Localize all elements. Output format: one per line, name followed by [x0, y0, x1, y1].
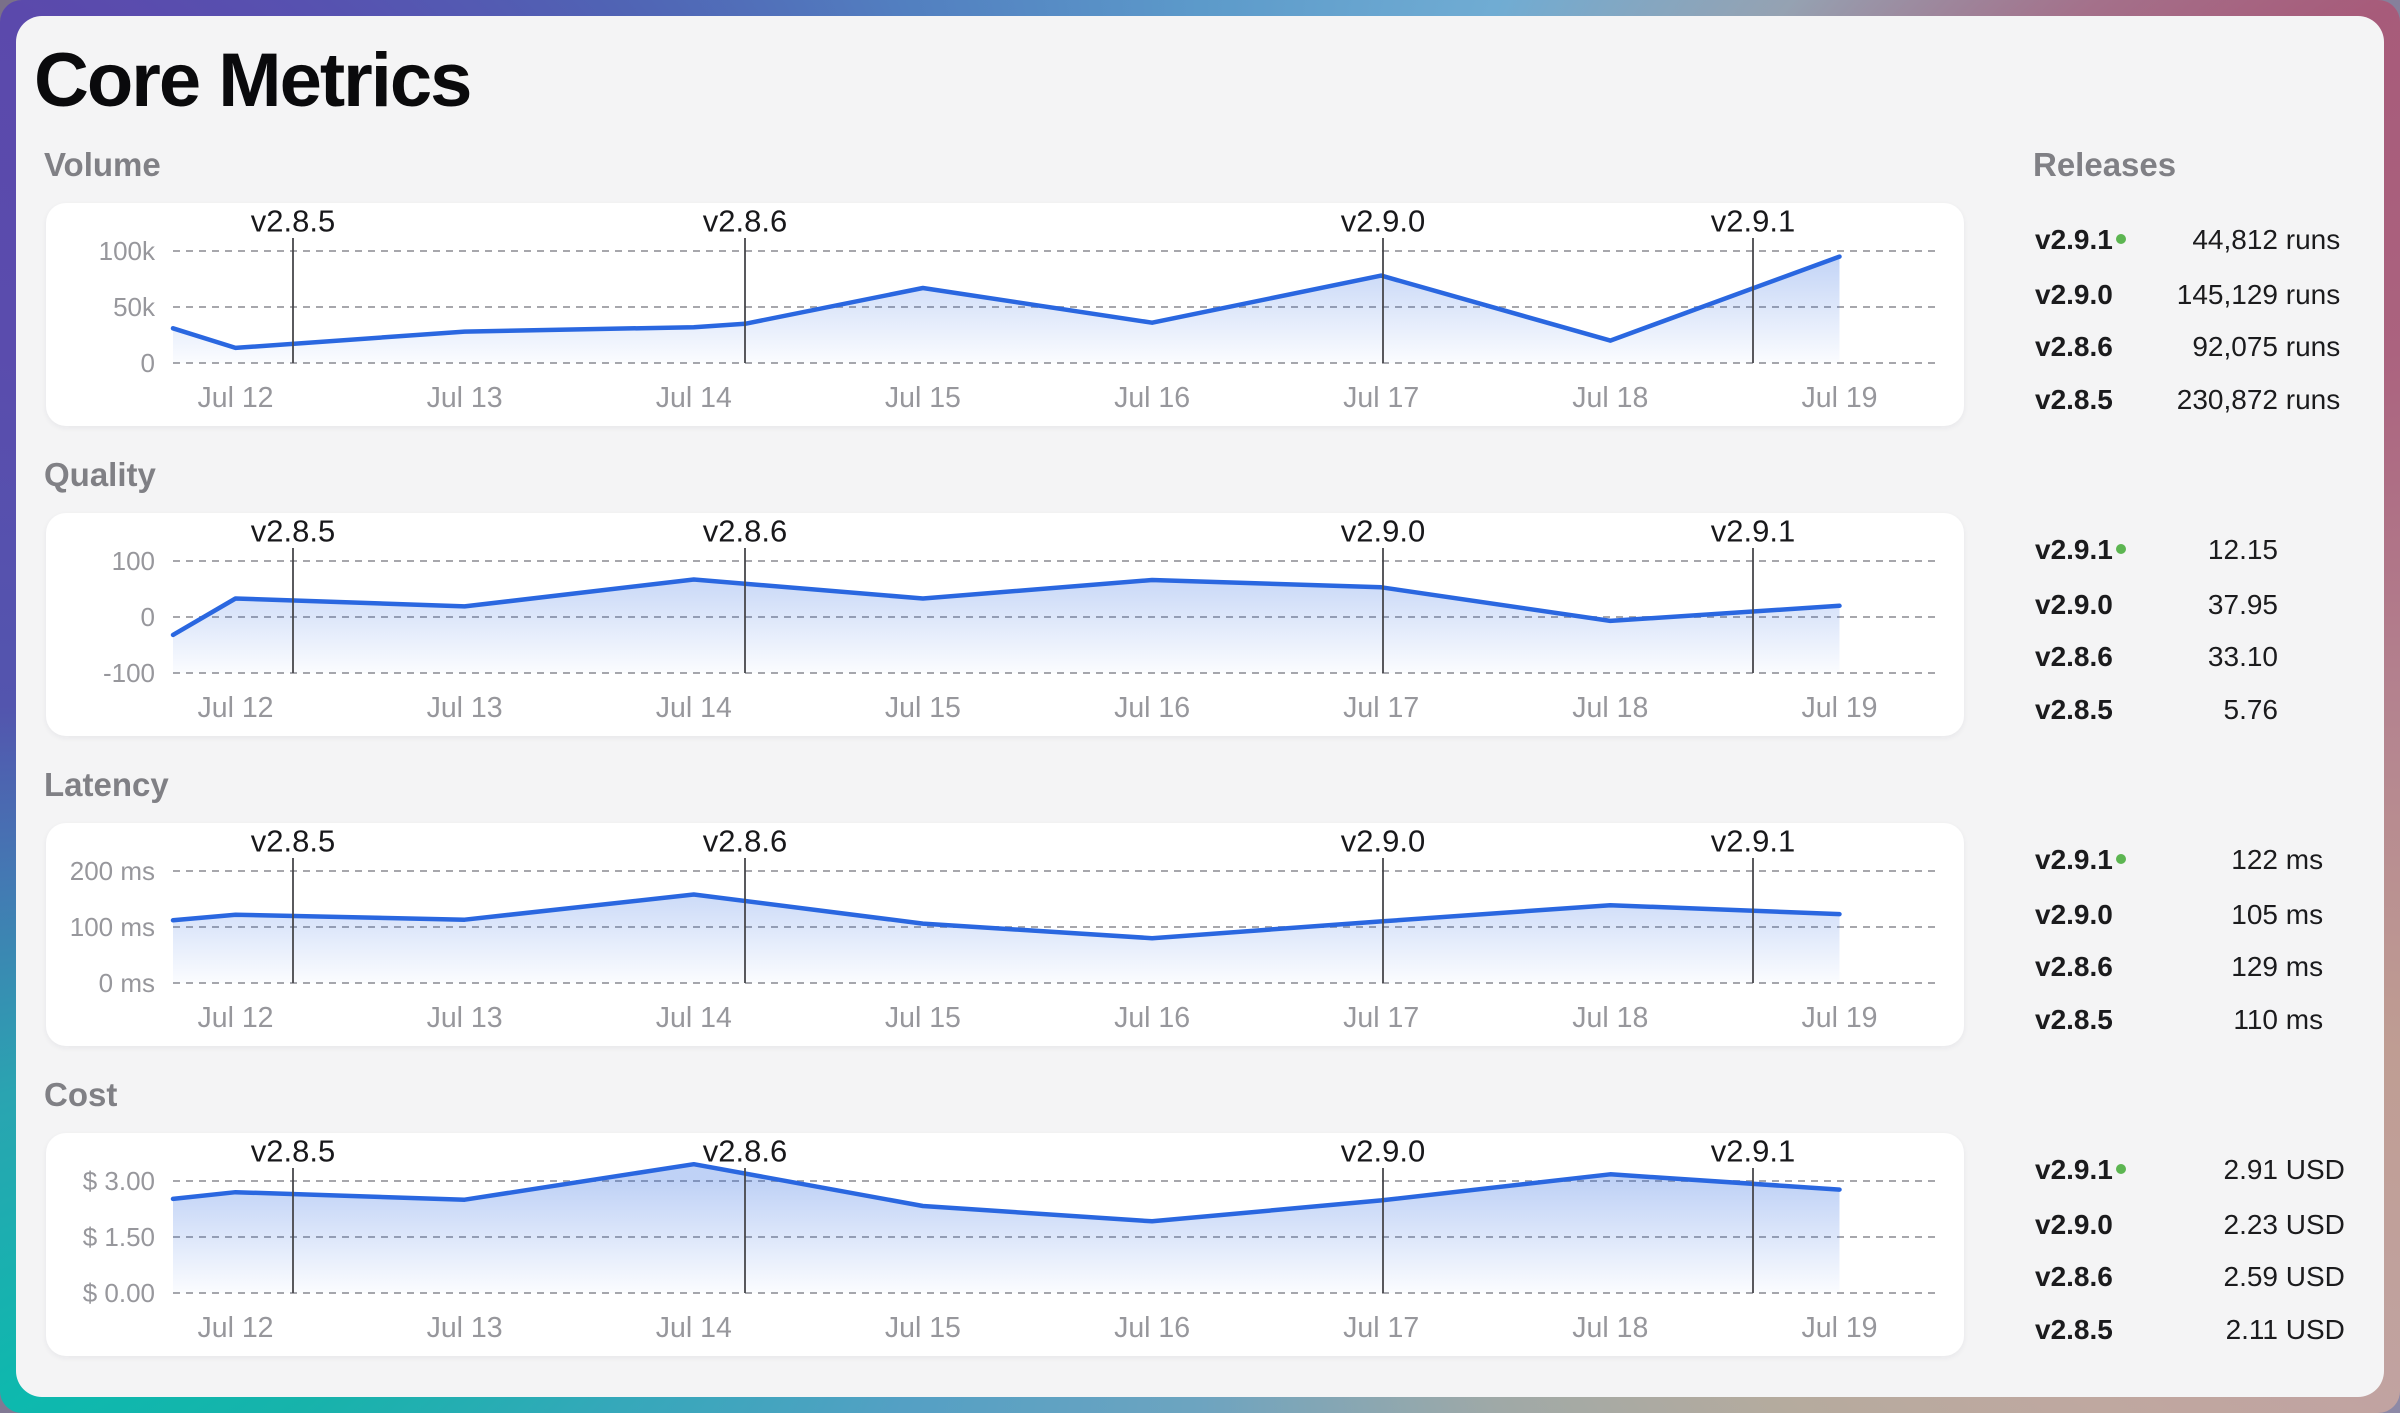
svg-text:Jul 14: Jul 14 [656, 692, 732, 724]
svg-text:Jul 16: Jul 16 [1114, 1002, 1190, 1034]
svg-text:50k: 50k [113, 292, 156, 322]
svg-text:$ 1.50: $ 1.50 [83, 1222, 155, 1252]
svg-text:Jul 12: Jul 12 [197, 382, 273, 414]
svg-text:Jul 19: Jul 19 [1801, 1312, 1877, 1344]
svg-text:v2.9.1: v2.9.1 [1711, 514, 1795, 549]
svg-text:Jul 16: Jul 16 [1114, 1312, 1190, 1344]
svg-text:Jul 18: Jul 18 [1572, 382, 1648, 414]
svg-text:100 ms: 100 ms [70, 912, 155, 942]
svg-text:$ 0.00: $ 0.00 [83, 1278, 155, 1308]
svg-text:Jul 13: Jul 13 [427, 1002, 503, 1034]
svg-text:Jul 13: Jul 13 [427, 692, 503, 724]
svg-text:v2.9.0: v2.9.0 [1341, 514, 1425, 549]
svg-text:100: 100 [112, 546, 155, 576]
svg-text:v2.8.5: v2.8.5 [251, 824, 335, 859]
svg-text:v2.9.1: v2.9.1 [1711, 824, 1795, 859]
svg-text:Jul 17: Jul 17 [1343, 1312, 1419, 1344]
svg-text:-100: -100 [103, 658, 155, 688]
svg-text:Jul 16: Jul 16 [1114, 382, 1190, 414]
svg-text:0 ms: 0 ms [99, 968, 155, 998]
svg-text:Jul 12: Jul 12 [197, 1002, 273, 1034]
svg-text:0: 0 [141, 348, 155, 378]
svg-text:Jul 17: Jul 17 [1343, 692, 1419, 724]
svg-text:Jul 14: Jul 14 [656, 1002, 732, 1034]
svg-text:200 ms: 200 ms [70, 856, 155, 886]
svg-text:v2.9.0: v2.9.0 [1341, 1134, 1425, 1169]
svg-text:Jul 15: Jul 15 [885, 692, 961, 724]
svg-text:Jul 15: Jul 15 [885, 382, 961, 414]
svg-text:v2.8.6: v2.8.6 [703, 514, 787, 549]
svg-text:Jul 19: Jul 19 [1801, 692, 1877, 724]
svg-text:Jul 12: Jul 12 [197, 1312, 273, 1344]
svg-text:v2.8.5: v2.8.5 [251, 514, 335, 549]
svg-text:v2.9.1: v2.9.1 [1711, 204, 1795, 239]
svg-text:v2.8.6: v2.8.6 [703, 824, 787, 859]
svg-text:v2.9.1: v2.9.1 [1711, 1134, 1795, 1169]
svg-text:0: 0 [141, 602, 155, 632]
svg-text:Jul 15: Jul 15 [885, 1312, 961, 1344]
svg-text:v2.8.6: v2.8.6 [703, 204, 787, 239]
svg-text:$ 3.00: $ 3.00 [83, 1166, 155, 1196]
svg-text:v2.9.0: v2.9.0 [1341, 824, 1425, 859]
svg-text:Jul 13: Jul 13 [427, 1312, 503, 1344]
svg-text:Jul 13: Jul 13 [427, 382, 503, 414]
svg-text:Jul 14: Jul 14 [656, 382, 732, 414]
svg-text:Jul 19: Jul 19 [1801, 382, 1877, 414]
svg-text:Jul 18: Jul 18 [1572, 1002, 1648, 1034]
svg-text:Jul 17: Jul 17 [1343, 1002, 1419, 1034]
svg-text:Jul 12: Jul 12 [197, 692, 273, 724]
svg-text:Jul 18: Jul 18 [1572, 1312, 1648, 1344]
svg-text:v2.8.6: v2.8.6 [703, 1134, 787, 1169]
svg-text:100k: 100k [99, 236, 156, 266]
svg-text:v2.8.5: v2.8.5 [251, 204, 335, 239]
svg-text:Jul 17: Jul 17 [1343, 382, 1419, 414]
svg-text:Jul 19: Jul 19 [1801, 1002, 1877, 1034]
svg-text:Jul 14: Jul 14 [656, 1312, 732, 1344]
svg-text:v2.9.0: v2.9.0 [1341, 204, 1425, 239]
svg-text:Jul 18: Jul 18 [1572, 692, 1648, 724]
svg-text:Jul 15: Jul 15 [885, 1002, 961, 1034]
svg-text:Jul 16: Jul 16 [1114, 692, 1190, 724]
svg-text:v2.8.5: v2.8.5 [251, 1134, 335, 1169]
